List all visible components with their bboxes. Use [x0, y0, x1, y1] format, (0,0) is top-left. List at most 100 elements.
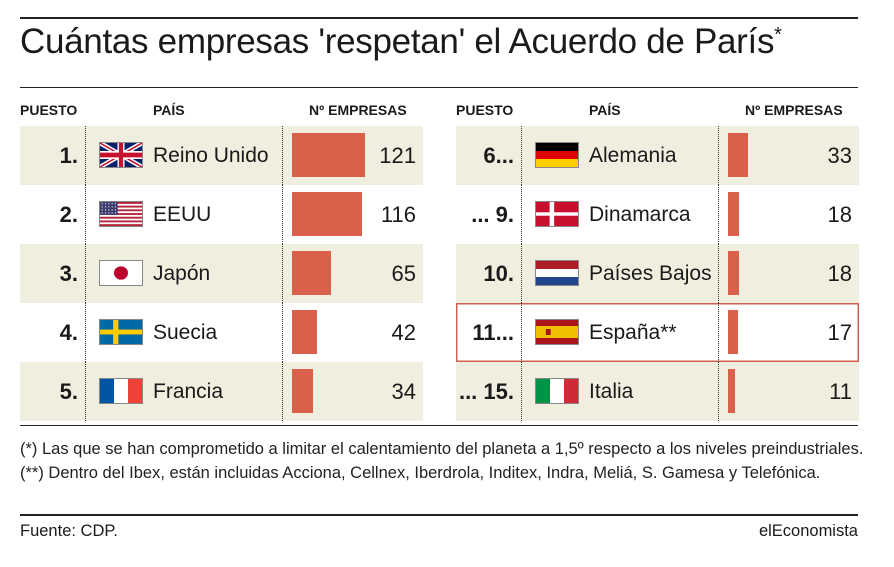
table-row: 11... España** 17 — [456, 303, 859, 362]
rank-label: 4. — [59, 320, 78, 345]
table-row: 6... Alemania 33 — [456, 126, 859, 185]
top-rule — [20, 17, 858, 19]
country-label: Dinamarca — [589, 203, 691, 226]
column-divider — [521, 126, 522, 185]
column-divider — [718, 126, 719, 185]
column-divider — [85, 244, 86, 303]
bar — [728, 369, 735, 413]
table-header: PUESTO PAÍS Nº EMPRESAS — [456, 98, 859, 126]
us-flag-icon — [99, 201, 143, 227]
table-row: ... 9. Dinamarca 18 — [456, 185, 859, 244]
title-rule — [20, 87, 858, 88]
title-asterisk: * — [774, 24, 782, 46]
header-rank: PUESTO — [20, 102, 78, 118]
uk-flag-icon — [99, 142, 143, 168]
table-row: 10. Países Bajos 18 — [456, 244, 859, 303]
column-divider — [521, 185, 522, 244]
ranking-table-left: PUESTO PAÍS Nº EMPRESAS 1. Reino Unido 121… — [20, 98, 423, 421]
column-divider — [282, 244, 283, 303]
table-row: 2. EEUU 116 — [20, 185, 423, 244]
germany-flag-icon — [535, 142, 579, 168]
table-row: 1. Reino Unido 121 — [20, 126, 423, 185]
value-label: 65 — [391, 261, 416, 286]
country-label: España** — [589, 321, 677, 344]
bar — [728, 133, 748, 177]
table-body: 1. Reino Unido 121 2. EEUU 116 3. Japón 65 4. Suec… — [20, 126, 423, 421]
column-divider — [282, 303, 283, 362]
rank-label: 6... — [483, 143, 514, 168]
column-divider — [282, 185, 283, 244]
bar — [728, 192, 739, 236]
value-label: 33 — [827, 143, 852, 168]
bar — [292, 310, 317, 354]
country-label: Suecia — [153, 321, 218, 344]
header-count: Nº EMPRESAS — [309, 102, 407, 118]
italy-flag-icon — [535, 378, 579, 404]
column-divider — [521, 303, 522, 362]
value-label: 42 — [391, 320, 416, 345]
footer-rule — [20, 514, 858, 516]
column-divider — [282, 126, 283, 185]
rank-label: 3. — [59, 261, 78, 286]
netherlands-flag-icon — [535, 260, 579, 286]
column-divider — [718, 362, 719, 421]
rank-label: 2. — [59, 202, 78, 227]
bar — [728, 251, 739, 295]
column-divider — [521, 362, 522, 421]
table-body: 6... Alemania 33 ... 9. Dinamarca 18 10. Países… — [456, 126, 859, 421]
column-divider — [718, 244, 719, 303]
france-flag-icon — [99, 378, 143, 404]
chart-title: Cuántas empresas 'respetan' el Acuerdo d… — [20, 22, 782, 61]
source-note: Fuente: CDP. — [20, 522, 118, 540]
rank-label: 11... — [472, 320, 514, 345]
header-count: Nº EMPRESAS — [745, 102, 843, 118]
column-divider — [85, 185, 86, 244]
rank-label: 1. — [59, 143, 78, 168]
table-row: 5. Francia 34 — [20, 362, 423, 421]
rank-label: ... 15. — [458, 379, 514, 404]
rank-label: ... 9. — [471, 202, 514, 227]
table-header: PUESTO PAÍS Nº EMPRESAS — [20, 98, 423, 126]
country-label: Reino Unido — [153, 144, 269, 167]
ranking-table-right: PUESTO PAÍS Nº EMPRESAS 6... Alemania 33..… — [456, 98, 859, 421]
country-label: Japón — [153, 262, 211, 285]
bar — [292, 133, 365, 177]
header-rank: PUESTO — [456, 102, 514, 118]
value-label: 116 — [380, 202, 416, 227]
header-country: PAÍS — [589, 102, 621, 118]
bar — [728, 310, 738, 354]
country-label: EEUU — [153, 203, 212, 226]
bottom-rule — [20, 425, 858, 426]
spain-flag-icon — [535, 319, 579, 345]
footnote: (*) Las que se han comprometido a limita… — [20, 440, 864, 482]
brand-logo-text: elEconomista — [758, 522, 858, 540]
table-row: 4. Suecia 42 — [20, 303, 423, 362]
bar — [292, 251, 331, 295]
column-divider — [85, 362, 86, 421]
column-divider — [282, 362, 283, 421]
value-label: 18 — [827, 202, 852, 227]
column-divider — [718, 303, 719, 362]
country-label: Francia — [153, 380, 224, 403]
country-label: Alemania — [589, 144, 677, 167]
rank-label: 5. — [59, 379, 78, 404]
value-label: 11 — [829, 379, 852, 404]
value-label: 121 — [379, 143, 416, 168]
column-divider — [85, 126, 86, 185]
japan-flag-icon — [99, 260, 143, 286]
table-row: ... 15. Italia 11 — [456, 362, 859, 421]
column-divider — [718, 185, 719, 244]
value-label: 34 — [391, 379, 416, 404]
country-label: Países Bajos — [589, 262, 712, 285]
sweden-flag-icon — [99, 319, 143, 345]
column-divider — [85, 303, 86, 362]
table-row: 3. Japón 65 — [20, 244, 423, 303]
value-label: 17 — [827, 320, 852, 345]
bar — [292, 192, 362, 236]
rank-label: 10. — [483, 261, 514, 286]
column-divider — [521, 244, 522, 303]
value-label: 18 — [827, 261, 852, 286]
denmark-flag-icon — [535, 201, 579, 227]
country-label: Italia — [589, 380, 634, 403]
bar — [292, 369, 313, 413]
